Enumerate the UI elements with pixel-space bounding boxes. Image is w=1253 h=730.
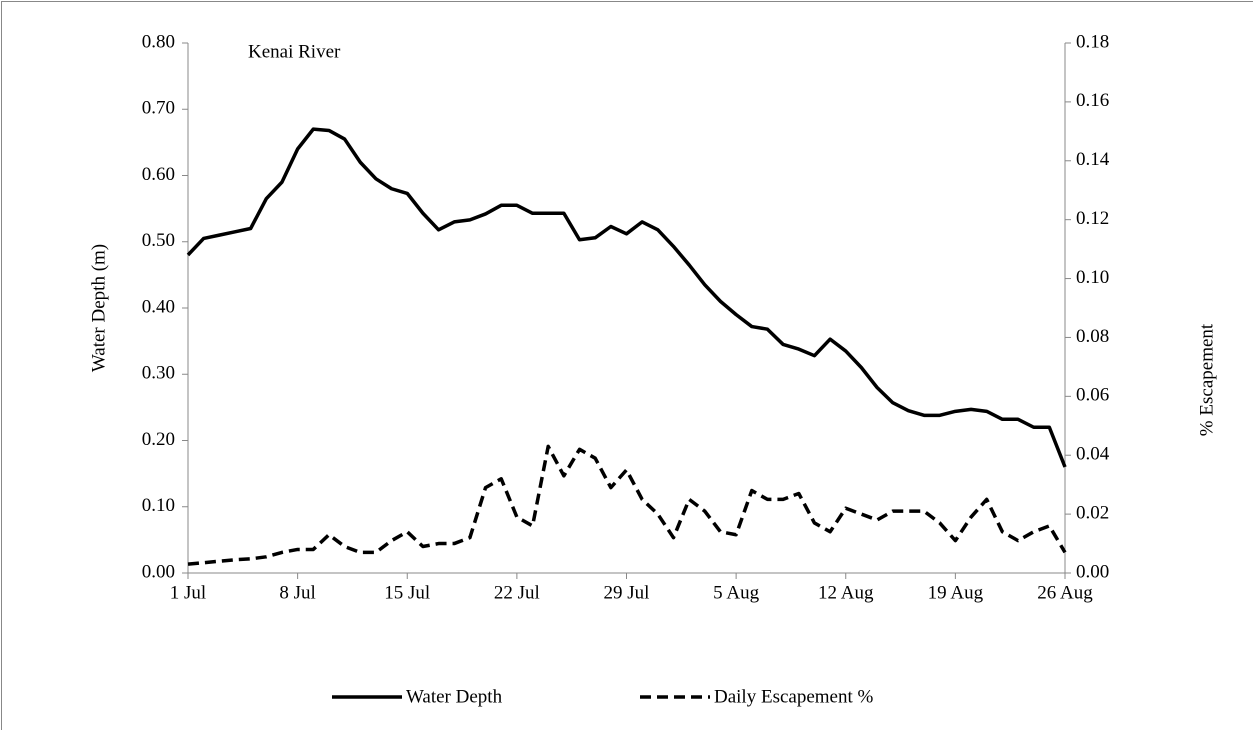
x-tick-label: 8 Jul	[279, 582, 315, 603]
y-tick-label: 0.10	[142, 495, 175, 516]
x-tick-label: 15 Jul	[384, 582, 430, 603]
y-tick-label: 0.40	[142, 296, 175, 317]
x-tick-label: 12 Aug	[818, 582, 874, 603]
series-line	[187, 444, 1067, 566]
series-line	[186, 127, 1067, 468]
x-tick-label: 5 Aug	[713, 582, 759, 603]
y-tick-label: 0.20	[142, 429, 175, 450]
y-tick-label: 0.80	[142, 31, 175, 52]
y-tick-label: 0.50	[142, 230, 175, 251]
legend-label: Daily Escapement %	[714, 686, 874, 707]
y2-tick-label: 0.12	[1076, 208, 1109, 229]
y2-tick-label: 0.06	[1076, 385, 1109, 406]
y2-tick-label: 0.00	[1076, 561, 1109, 582]
y2-tick-label: 0.14	[1076, 149, 1110, 170]
y2-tick-label: 0.16	[1076, 90, 1109, 111]
y2-tick-label: 0.18	[1076, 31, 1109, 52]
annotation: Kenai River	[248, 41, 341, 62]
y-tick-label: 0.60	[142, 164, 175, 185]
y2-tick-label: 0.08	[1076, 326, 1109, 347]
y-tick-label: 0.30	[142, 363, 175, 384]
legend-label: Water Depth	[406, 686, 503, 707]
x-tick-label: 1 Jul	[170, 582, 206, 603]
y-axis-label: Water Depth (m)	[88, 244, 109, 372]
x-tick-label: 22 Jul	[494, 582, 540, 603]
y-tick-label: 0.00	[142, 561, 175, 582]
y2-tick-label: 0.02	[1076, 502, 1109, 523]
y-tick-label: 0.70	[142, 98, 175, 119]
y2-tick-label: 0.04	[1076, 444, 1110, 465]
y2-axis-label: % Escapement	[1196, 323, 1217, 436]
x-tick-label: 29 Jul	[604, 582, 650, 603]
x-tick-label: 19 Aug	[928, 582, 984, 603]
y2-tick-label: 0.10	[1076, 267, 1109, 288]
x-tick-label: 26 Aug	[1037, 582, 1093, 603]
